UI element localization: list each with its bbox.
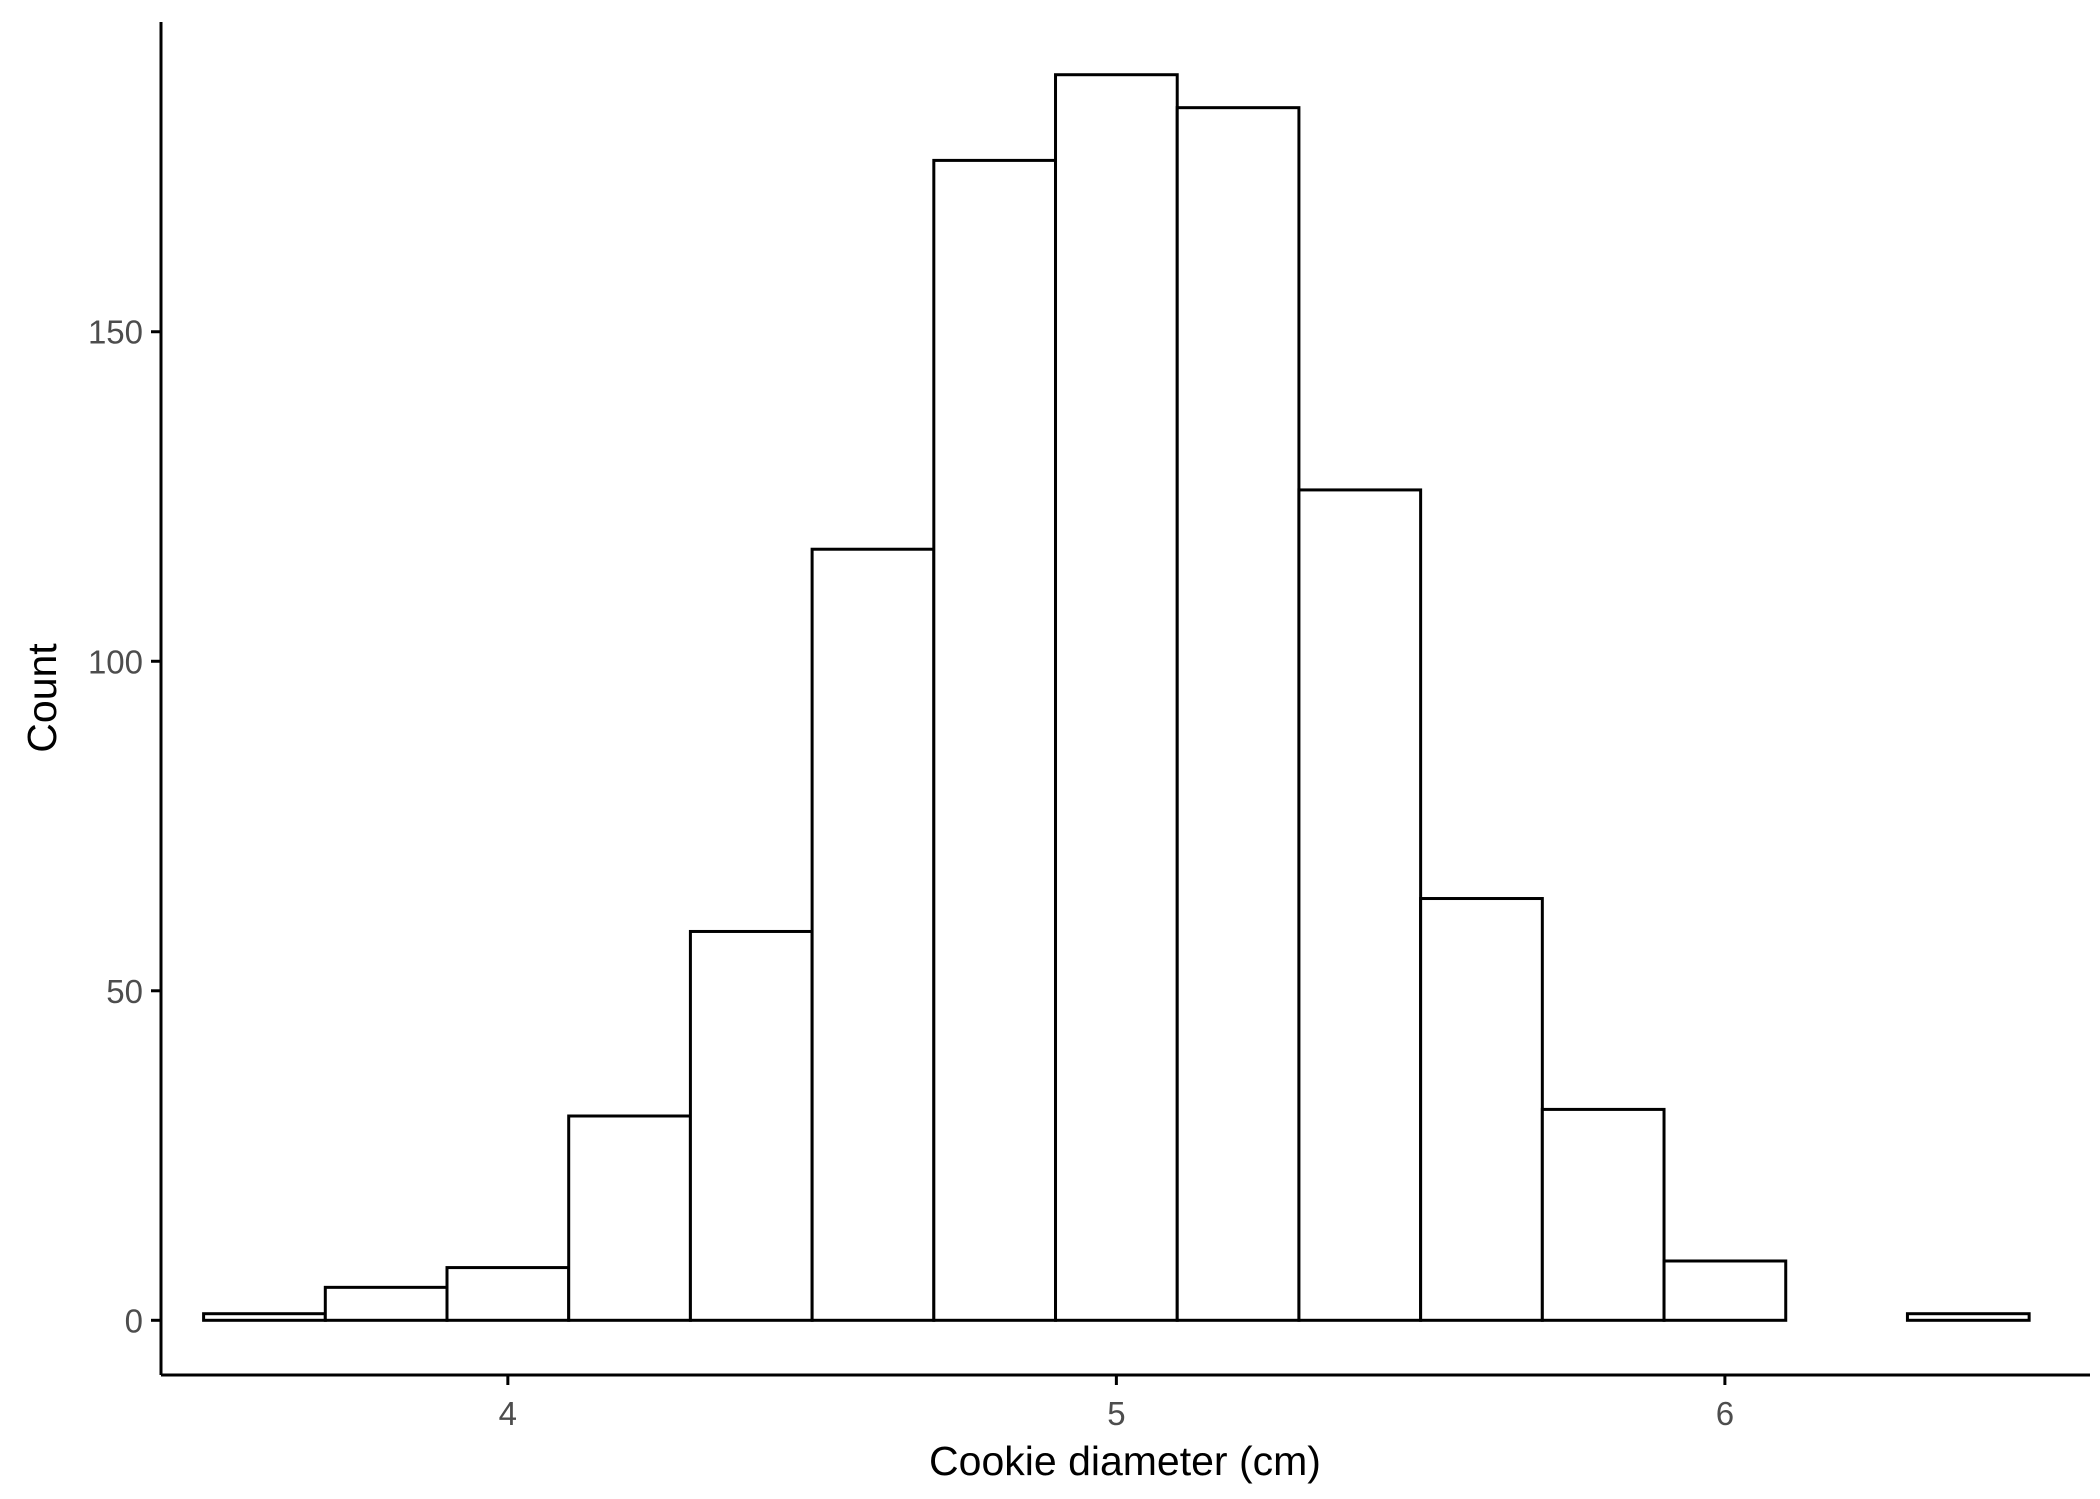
- histogram-bar-9: [1297, 488, 1423, 1322]
- histogram-bar-6: [932, 158, 1058, 1322]
- y-axis-title: Count: [19, 643, 65, 753]
- histogram-bar-1: [323, 1285, 449, 1322]
- histogram-bar-14: [1905, 1312, 2031, 1322]
- histogram-bar-12: [1662, 1259, 1788, 1322]
- histogram-bar-2: [445, 1266, 571, 1322]
- y-tick-label: 50: [106, 973, 143, 1010]
- histogram-bar-0: [202, 1312, 327, 1322]
- histogram-bar-3: [567, 1114, 692, 1322]
- x-tick-label: 6: [1716, 1395, 1734, 1432]
- x-tick-label: 5: [1107, 1395, 1125, 1432]
- y-tick-label: 150: [88, 314, 143, 351]
- histogram-bar-5: [810, 547, 936, 1322]
- histogram-bars: [202, 73, 2031, 1322]
- x-axis-title: Cookie diameter (cm): [929, 1438, 1321, 1484]
- histogram-bar-10: [1419, 897, 1544, 1322]
- histogram-bar-7: [1054, 73, 1179, 1322]
- y-tick-label: 100: [88, 643, 143, 680]
- histogram-bar-11: [1540, 1107, 1666, 1322]
- x-tick-label: 4: [499, 1395, 517, 1432]
- histogram-bar-8: [1175, 106, 1301, 1322]
- histogram-bar-4: [688, 929, 814, 1322]
- y-axis-ticks: 0 50 100 150: [88, 314, 161, 1339]
- x-axis-ticks: 4 5 6: [499, 1375, 1734, 1432]
- y-tick-label: 0: [125, 1302, 143, 1339]
